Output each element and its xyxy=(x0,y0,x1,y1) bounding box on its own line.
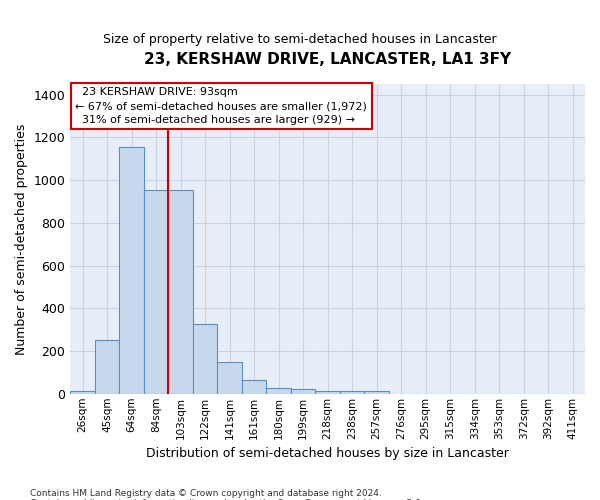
Text: Contains public sector information licensed under the Open Government Licence v3: Contains public sector information licen… xyxy=(30,498,424,500)
Text: Size of property relative to semi-detached houses in Lancaster: Size of property relative to semi-detach… xyxy=(103,32,497,46)
Title: 23, KERSHAW DRIVE, LANCASTER, LA1 3FY: 23, KERSHAW DRIVE, LANCASTER, LA1 3FY xyxy=(144,52,511,68)
X-axis label: Distribution of semi-detached houses by size in Lancaster: Distribution of semi-detached houses by … xyxy=(146,447,509,460)
Bar xyxy=(316,390,340,394)
Bar xyxy=(95,340,119,394)
Text: Contains HM Land Registry data © Crown copyright and database right 2024.: Contains HM Land Registry data © Crown c… xyxy=(30,488,382,498)
Bar xyxy=(144,190,169,394)
Text: 23 KERSHAW DRIVE: 93sqm
← 67% of semi-detached houses are smaller (1,972)
  31% : 23 KERSHAW DRIVE: 93sqm ← 67% of semi-de… xyxy=(76,87,367,125)
Bar xyxy=(291,390,316,394)
Bar xyxy=(169,190,193,394)
Bar xyxy=(70,390,95,394)
Bar xyxy=(266,388,291,394)
Y-axis label: Number of semi-detached properties: Number of semi-detached properties xyxy=(15,123,28,354)
Bar xyxy=(119,146,144,394)
Bar xyxy=(364,390,389,394)
Bar xyxy=(217,362,242,394)
Bar xyxy=(242,380,266,394)
Bar xyxy=(340,390,364,394)
Bar xyxy=(193,324,217,394)
